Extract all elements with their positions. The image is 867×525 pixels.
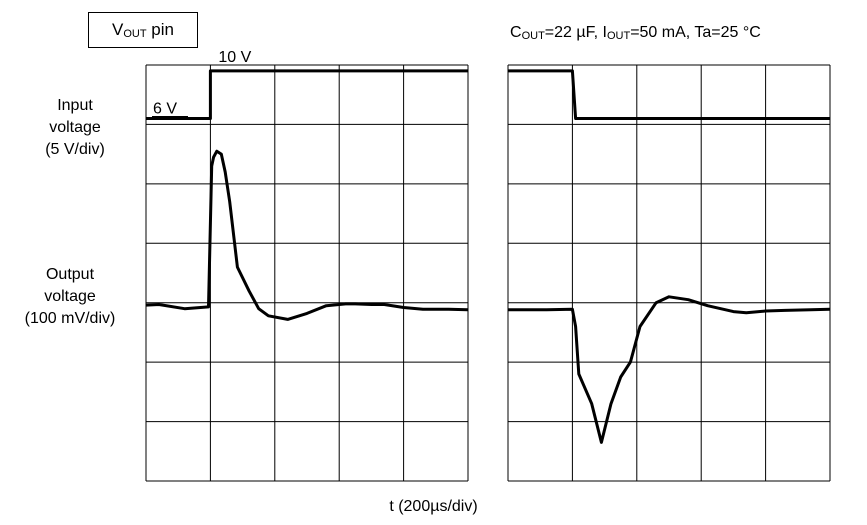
input-voltage-label: Input voltage (5 V/div) bbox=[10, 95, 140, 161]
input-label-line-1: Input bbox=[57, 97, 93, 114]
output-label-line-2: voltage bbox=[44, 288, 96, 305]
iout-subscript: OUT bbox=[606, 30, 631, 42]
output-voltage-trace bbox=[145, 149, 469, 321]
input-voltage-trace bbox=[146, 69, 468, 120]
cout-symbol: C bbox=[510, 24, 522, 41]
input-label-line-2: voltage bbox=[49, 119, 101, 136]
annotation-6v: 6 V bbox=[153, 100, 177, 117]
rise-panel bbox=[145, 64, 469, 482]
grid bbox=[507, 64, 831, 482]
iout-value: =50 mA, Ta=25 °C bbox=[630, 24, 761, 41]
time-axis-label: t (200µs/div) bbox=[389, 498, 478, 515]
test-conditions: COUT=22 µF, IOUT=50 mA, Ta=25 °C bbox=[510, 24, 761, 42]
cout-subscript: OUT bbox=[521, 30, 545, 42]
output-voltage-label: Output voltage (100 mV/div) bbox=[0, 264, 140, 330]
vout-pin-label: VOUT pin bbox=[88, 12, 198, 48]
annotation-10v: 10 V bbox=[218, 49, 251, 66]
pin-label-subscript: OUT bbox=[123, 28, 147, 40]
input-label-line-3: (5 V/div) bbox=[45, 141, 105, 158]
input-voltage-trace bbox=[508, 69, 830, 120]
output-label-line-1: Output bbox=[45, 266, 95, 283]
pin-label-suffix: pin bbox=[146, 20, 174, 39]
fall-panel bbox=[507, 64, 831, 482]
output-label-line-3: (100 mV/div) bbox=[24, 310, 116, 327]
grid bbox=[145, 64, 469, 482]
output-voltage-trace bbox=[508, 295, 831, 444]
pin-label-main: V bbox=[112, 20, 124, 39]
cout-value: =22 µF, bbox=[544, 24, 603, 41]
iout-symbol: I bbox=[602, 24, 607, 41]
